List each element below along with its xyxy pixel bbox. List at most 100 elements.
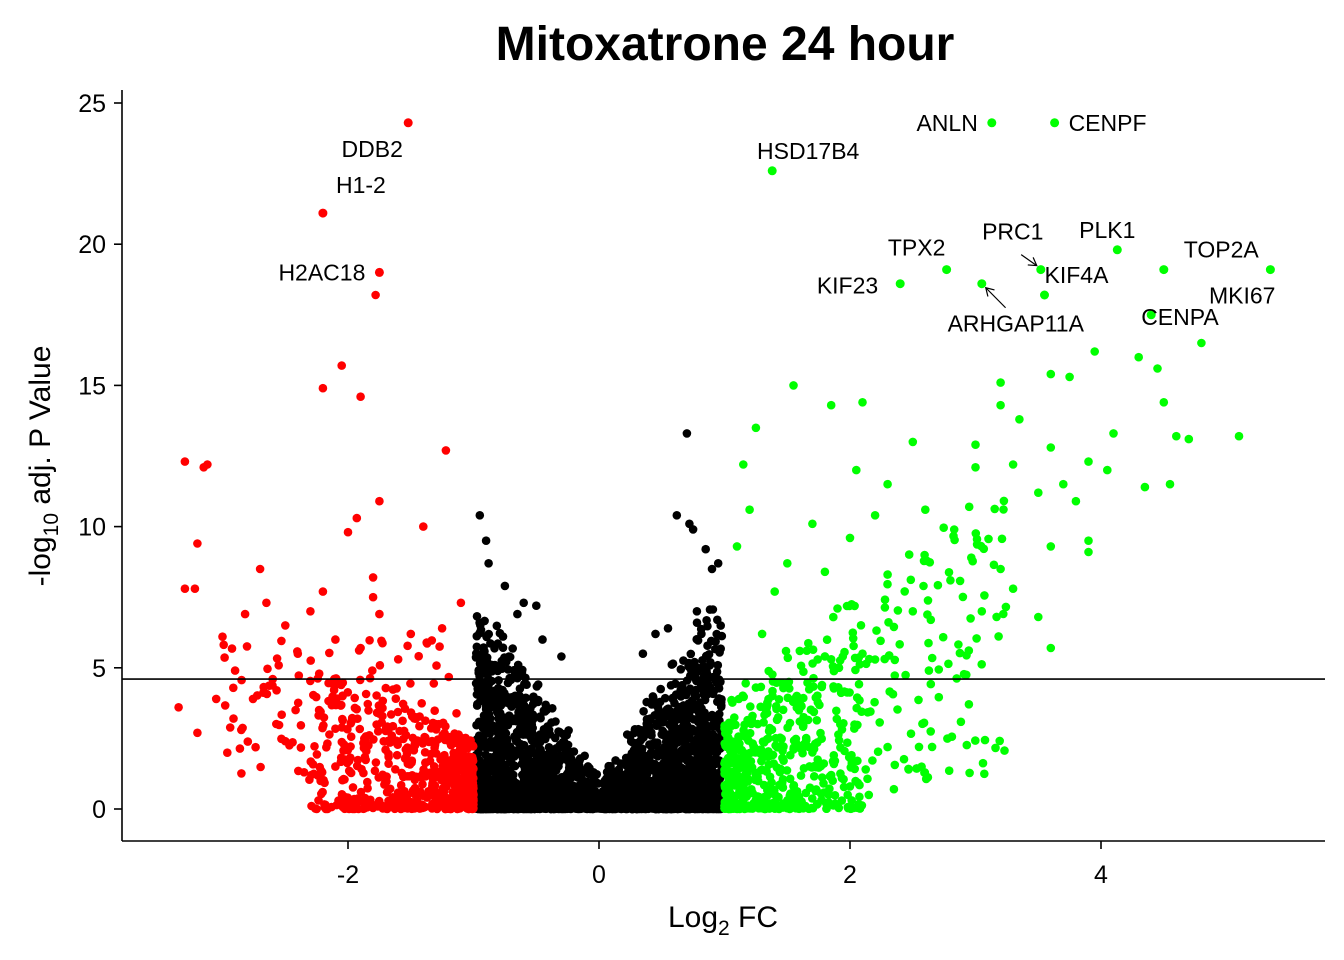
ns-point: [667, 750, 677, 760]
up-point: [888, 689, 898, 699]
up-point: [737, 787, 746, 797]
up-point: [1184, 434, 1194, 444]
down-point: [237, 675, 246, 685]
ns-point: [476, 650, 486, 659]
up-point: [921, 505, 930, 514]
up-point: [774, 695, 784, 704]
y-ticks: 0 5 10 15 20 25: [78, 90, 122, 824]
ns-point: [696, 758, 706, 767]
down-point: [323, 739, 332, 748]
up-point: [748, 739, 757, 748]
ns-point: [493, 701, 503, 710]
up-point: [746, 702, 755, 711]
ns-point: [713, 559, 723, 568]
down-point: [331, 724, 340, 733]
down-point: [319, 721, 328, 730]
down-point: [274, 661, 284, 670]
down-point: [251, 742, 260, 752]
ns-point: [653, 739, 662, 748]
down-point: [469, 796, 478, 806]
down-point: [348, 783, 358, 792]
ns-point: [497, 804, 507, 813]
down-point: [415, 721, 424, 731]
up-point: [908, 607, 918, 616]
down-point: [417, 800, 427, 809]
down-point: [392, 750, 402, 760]
ns-point: [521, 791, 530, 801]
up-point: [939, 523, 948, 532]
ns-point: [705, 712, 715, 722]
ns-point: [544, 774, 554, 783]
up-point: [796, 661, 806, 671]
gene-label-kif4a: KIF4A: [1045, 262, 1110, 288]
down-point: [375, 496, 384, 506]
up-point: [1084, 457, 1093, 466]
ns-point: [494, 676, 503, 685]
ns-point: [642, 697, 651, 707]
down-point: [277, 710, 287, 719]
ns-point: [697, 629, 706, 639]
up-point: [912, 764, 922, 773]
ns-point: [639, 733, 648, 742]
ns-point: [525, 708, 534, 718]
up-point: [773, 713, 783, 722]
up-point: [805, 783, 815, 792]
gene-label-leader: [985, 287, 1007, 309]
down-point: [314, 711, 323, 720]
down-point: [387, 731, 397, 740]
ns-point: [492, 743, 502, 753]
up-point: [858, 398, 867, 407]
ns-point: [709, 719, 719, 728]
up-point: [829, 612, 838, 622]
up-point: [740, 773, 749, 782]
down-point: [371, 758, 381, 767]
ns-point: [666, 730, 676, 740]
up-point: [795, 717, 805, 726]
up-point: [955, 648, 965, 658]
up-point: [751, 683, 761, 692]
up-point: [840, 687, 849, 696]
up-point: [875, 718, 884, 727]
up-point: [971, 529, 981, 538]
ns-point: [472, 690, 482, 699]
up-point: [883, 742, 892, 752]
down-point: [450, 781, 460, 791]
up-point: [813, 755, 822, 764]
up-point: [837, 773, 847, 783]
down-point: [240, 609, 250, 619]
up-point: [876, 636, 885, 646]
down-point: [277, 636, 286, 646]
down-point: [369, 735, 378, 744]
up-point: [946, 576, 955, 585]
ns-point: [701, 544, 710, 554]
up-point: [753, 792, 762, 801]
up-point: [966, 614, 975, 623]
gene-label-arrowhead: [1027, 257, 1038, 267]
up-point: [1234, 431, 1244, 441]
up-point: [804, 638, 813, 648]
up-point: [843, 802, 853, 812]
ns-point: [536, 733, 546, 742]
down-point: [397, 796, 407, 806]
up-point: [914, 742, 924, 752]
down-point: [373, 720, 382, 730]
down-point: [403, 641, 412, 651]
gene-point-top2a: [1159, 265, 1169, 275]
up-point: [1046, 643, 1056, 653]
down-point: [457, 785, 466, 794]
gene-label-cenpf: CENPF: [1069, 110, 1147, 136]
up-point: [964, 502, 974, 512]
ns-point: [693, 789, 703, 799]
ns-point: [520, 679, 529, 689]
y-axis-label: -log10 adj. P Value: [24, 346, 63, 587]
down-point: [331, 635, 340, 644]
ns-point: [609, 768, 618, 778]
up-point: [863, 708, 872, 717]
up-point: [962, 651, 971, 660]
ns-point: [544, 725, 554, 735]
gene-point-tpx2: [942, 265, 952, 275]
down-point: [361, 737, 370, 747]
up-point: [1134, 352, 1143, 362]
up-point: [1059, 479, 1068, 489]
down-point: [235, 744, 245, 753]
